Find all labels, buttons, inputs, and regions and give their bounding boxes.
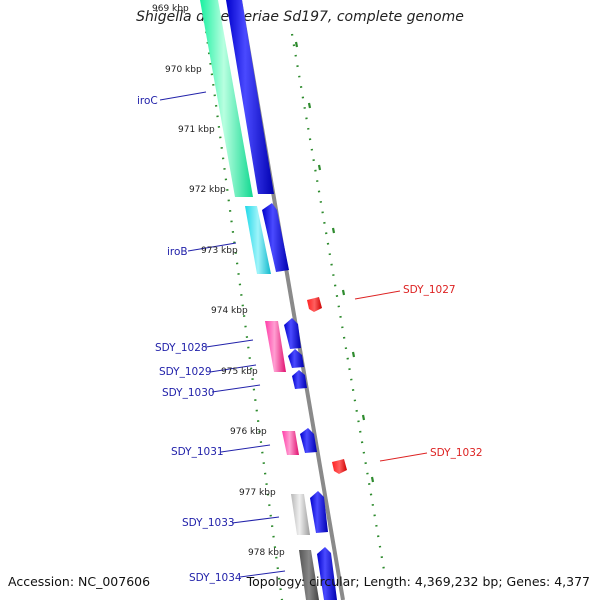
gene-blue-4 bbox=[288, 349, 304, 368]
gene-blue-8 bbox=[317, 547, 337, 600]
tick-label-977: 977 kbp bbox=[239, 488, 276, 498]
outer-scale-line bbox=[290, 33, 386, 571]
tick-label-976: 976 kbp bbox=[230, 427, 267, 437]
gene-label-SDY_1030: SDY_1030 bbox=[162, 387, 215, 399]
gene-SDY_1031 bbox=[282, 431, 299, 455]
tick-label-969: 969 kbp bbox=[152, 4, 189, 14]
tick-label-978: 978 kbp bbox=[248, 548, 285, 558]
gene-SDY_1034 bbox=[299, 550, 319, 600]
accession-text: Accession: NC_007606 bbox=[8, 574, 151, 589]
gene-blue-7 bbox=[310, 491, 328, 533]
genome-summary-text: Topology: circular; Length: 4,369,232 bp… bbox=[246, 574, 590, 589]
gene-label-SDY_1028: SDY_1028 bbox=[155, 342, 208, 354]
gene-iroB bbox=[245, 206, 271, 274]
gene-label-iroB: iroB bbox=[167, 246, 188, 258]
gene-SDY_1028 bbox=[265, 321, 286, 372]
gene-label-SDY_1029: SDY_1029 bbox=[159, 366, 212, 378]
gene-label-SDY_1031: SDY_1031 bbox=[171, 446, 224, 458]
gene-blue-6 bbox=[300, 428, 317, 453]
tick-label-971: 971 kbp bbox=[178, 125, 215, 135]
tick-label-970: 970 kbp bbox=[165, 65, 202, 75]
gene-blue-1 bbox=[226, 0, 274, 194]
gene-label-SDY_1032: SDY_1032 bbox=[430, 447, 483, 459]
gene-label-SDY_1034: SDY_1034 bbox=[189, 572, 242, 584]
gene-SDY_1033 bbox=[291, 494, 310, 535]
gene-blue-3 bbox=[284, 318, 301, 349]
tick-label-973: 973 kbp bbox=[201, 246, 238, 256]
gene-iroC bbox=[200, 0, 253, 197]
label-leader-lines bbox=[159, 91, 428, 578]
tick-label-972: 972 kbp bbox=[189, 185, 226, 195]
gene-label-iroC: iroC bbox=[137, 95, 158, 107]
gene-blue-2 bbox=[262, 203, 289, 272]
tick-label-974: 974 kbp bbox=[211, 306, 248, 316]
gene-label-SDY_1027: SDY_1027 bbox=[403, 284, 456, 296]
gene-SDY_1032 bbox=[332, 459, 347, 474]
gene-SDY_1027 bbox=[307, 297, 322, 312]
gene-blue-5 bbox=[292, 370, 307, 389]
outer-scale-major-ticks bbox=[294, 41, 375, 483]
gene-label-SDY_1033: SDY_1033 bbox=[182, 517, 235, 529]
tick-label-975: 975 kbp bbox=[221, 367, 258, 377]
